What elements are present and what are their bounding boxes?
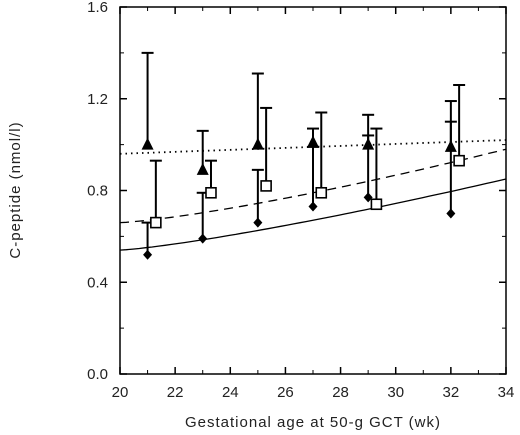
square-point xyxy=(453,154,465,167)
diamond-point xyxy=(143,249,153,260)
triangle-point xyxy=(251,137,264,150)
y-tick-label: 0.4 xyxy=(87,274,108,291)
x-tick-label: 24 xyxy=(222,384,239,401)
x-axis-title: Gestational age at 50-g GCT (wk) xyxy=(185,414,441,431)
y-axis: 0.0 0.4 0.8 1.2 1.6 xyxy=(87,0,506,383)
y-tick-label: 0.8 xyxy=(87,183,108,200)
diamond-point xyxy=(446,208,456,219)
square-point xyxy=(150,216,162,229)
x-tick-label: 32 xyxy=(443,384,460,401)
fit-line-solid xyxy=(119,178,507,251)
y-tick-label: 0.0 xyxy=(87,366,108,383)
y-tick-label: 1.6 xyxy=(87,0,108,16)
x-axis: 20 22 24 26 28 30 32 34 xyxy=(112,7,515,401)
x-tick-label: 26 xyxy=(277,384,294,401)
x-tick-label: 22 xyxy=(167,384,184,401)
triangle-point xyxy=(141,137,154,150)
plot-area xyxy=(119,6,507,375)
triangle-point xyxy=(362,137,375,150)
x-tick-label: 28 xyxy=(332,384,349,401)
diamond-point xyxy=(253,217,263,228)
y-tick-label: 1.2 xyxy=(87,91,108,108)
diamond-point xyxy=(308,201,318,212)
triangle-point xyxy=(444,139,457,152)
square-point xyxy=(315,186,328,199)
diamond-point xyxy=(363,192,373,203)
square-point xyxy=(205,186,217,199)
square-point xyxy=(260,180,272,192)
x-tick-label: 30 xyxy=(387,384,404,401)
x-tick-label: 34 xyxy=(498,384,515,401)
x-tick-label: 20 xyxy=(112,384,129,401)
y-axis-title: C-peptide (nmol/l) xyxy=(7,121,24,258)
triangle-point xyxy=(307,135,319,148)
triangle-point xyxy=(196,162,209,175)
square-point xyxy=(370,198,383,211)
diamond-point xyxy=(198,233,208,244)
